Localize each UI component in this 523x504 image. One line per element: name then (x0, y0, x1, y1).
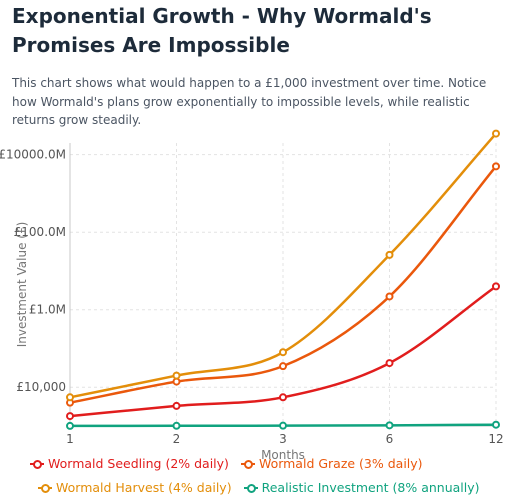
x-tick-label: 6 (386, 432, 394, 446)
y-tick-label: £1.0M (29, 303, 66, 317)
legend-row-1: Wormald Seedling (2% daily) Wormald Graz… (30, 456, 435, 471)
y-tick-label: £10000.0M (0, 148, 66, 162)
legend-label-wormald-seedling: Wormald Seedling (2% daily) (48, 456, 229, 471)
data-point-wormald-seedling-2-daily (279, 393, 287, 402)
data-point-wormald-graze-3-daily (385, 292, 394, 301)
data-point-realistic-investment-8-annually (492, 420, 500, 429)
legend-label-realistic-investment: Realistic Investment (8% annually) (261, 480, 480, 495)
data-point-realistic-investment-8-annually (279, 421, 287, 430)
data-point-wormald-graze-3-daily (492, 162, 500, 171)
y-tick-label: £100.0M (14, 225, 66, 239)
data-point-wormald-seedling-2-daily (172, 401, 181, 410)
data-point-wormald-seedling-2-daily (66, 412, 74, 421)
legend-marker-wormald-graze (240, 459, 255, 469)
chart-title: Exponential Growth - Why Wormald's Promi… (12, 4, 432, 57)
data-point-wormald-harvest-4-daily (172, 371, 181, 380)
data-point-realistic-investment-8-annually (172, 421, 181, 430)
legend-row-2: Wormald Harvest (4% daily) Realistic Inv… (38, 480, 492, 495)
legend-item-wormald-graze[interactable]: Wormald Graze (3% daily) (240, 456, 423, 471)
series-line-wormald-graze-3-daily (69, 165, 497, 404)
legend-marker-realistic-investment (243, 483, 258, 493)
legend-marker-wormald-seedling (30, 459, 44, 469)
legend-label-wormald-graze: Wormald Graze (3% daily) (258, 456, 423, 471)
x-tick-label: 2 (173, 432, 181, 446)
x-axis-title: Months (261, 448, 305, 462)
legend-item-wormald-seedling[interactable]: Wormald Seedling (2% daily) (30, 456, 229, 471)
y-tick-label: £10,000 (16, 380, 66, 394)
legend-marker-wormald-harvest (38, 483, 52, 493)
data-point-wormald-harvest-4-daily (66, 393, 74, 402)
x-tick-label: 1 (66, 432, 74, 446)
data-point-wormald-graze-3-daily (279, 362, 287, 371)
x-tick-label: 3 (279, 432, 287, 446)
data-point-realistic-investment-8-annually (66, 421, 74, 430)
legend-item-wormald-harvest[interactable]: Wormald Harvest (4% daily) (38, 480, 232, 495)
data-point-wormald-harvest-4-daily (279, 348, 287, 357)
chart-description: This chart shows what would happen to a … (12, 76, 487, 127)
legend-label-wormald-harvest: Wormald Harvest (4% daily) (56, 480, 232, 495)
data-point-realistic-investment-8-annually (385, 421, 394, 430)
data-point-wormald-seedling-2-daily (492, 282, 500, 291)
x-tick-label: 12 (488, 432, 503, 446)
data-point-wormald-seedling-2-daily (385, 359, 394, 368)
data-point-wormald-harvest-4-daily (385, 250, 394, 259)
legend-item-realistic-investment[interactable]: Realistic Investment (8% annually) (243, 480, 480, 495)
y-axis-title: Investment Value (£) (15, 222, 29, 348)
series-line-wormald-harvest-4-daily (69, 132, 497, 399)
data-point-wormald-harvest-4-daily (492, 129, 500, 138)
